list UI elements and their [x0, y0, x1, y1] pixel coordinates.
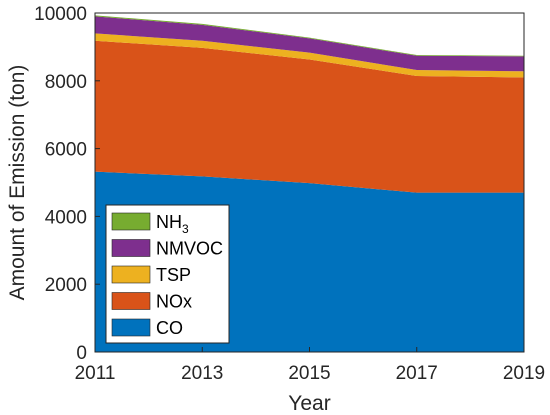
area-nh3: [95, 15, 524, 57]
area-nox: [95, 40, 524, 193]
legend-label: NOx: [156, 292, 192, 312]
legend-swatch: [111, 212, 151, 231]
legend-label-text: TSP: [156, 265, 191, 285]
y-tick-label: 4000: [45, 207, 87, 228]
x-tick-label: 2015: [288, 363, 330, 384]
legend-label-text: NMVOC: [156, 239, 223, 259]
legend-label-subscript: 3: [182, 222, 189, 236]
legend-label: TSP: [156, 265, 191, 285]
legend-label: NH3: [156, 212, 189, 236]
x-tick-label: 2019: [503, 363, 545, 384]
x-tick-label: 2013: [181, 363, 223, 384]
legend-label: CO: [156, 318, 183, 338]
y-tick-label: 10000: [34, 4, 87, 25]
legend-swatch: [111, 239, 151, 257]
legend-label-text: CO: [156, 318, 183, 338]
y-tick-label: 2000: [45, 275, 87, 296]
legend-label: NMVOC: [156, 239, 223, 259]
y-tick-label: 8000: [45, 72, 87, 93]
legend-swatch: [111, 318, 151, 337]
legend-label-text: NH: [156, 212, 182, 232]
x-tick-label: 2011: [75, 363, 116, 384]
legend-swatch: [111, 292, 151, 310]
area-tsp: [95, 33, 524, 78]
area-nmvoc: [95, 16, 524, 72]
x-axis-title: Year: [288, 392, 330, 415]
y-axis-ticks: 0 2000 4000 6000 8000 10000: [34, 4, 100, 364]
legend-swatch: [111, 265, 151, 284]
x-axis-ticks: 2011 2013 2015 2017 2019: [75, 347, 545, 384]
y-tick-label: 0: [76, 343, 87, 364]
legend: NH3 NMVOC TSP NOx CO: [105, 204, 230, 344]
y-tick-label: 6000: [45, 140, 87, 161]
y-axis-title: Amount of Emission (ton): [6, 65, 29, 301]
x-tick-label: 2017: [396, 363, 438, 384]
legend-label-text: NOx: [156, 292, 192, 312]
